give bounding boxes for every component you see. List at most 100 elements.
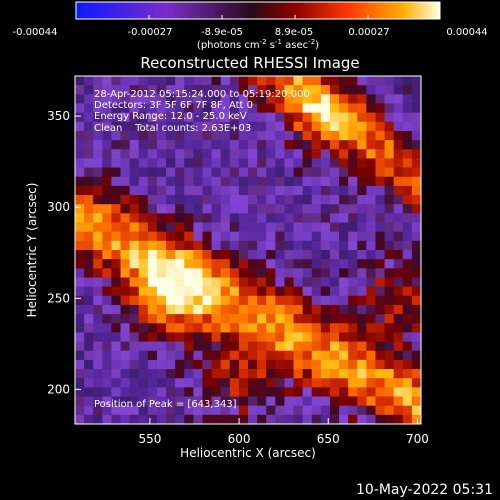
heatmap-cell bbox=[384, 149, 395, 160]
heatmap-cell bbox=[75, 277, 85, 288]
heatmap-cell bbox=[266, 121, 276, 132]
heatmap-cell bbox=[257, 231, 267, 242]
heatmap-cell bbox=[220, 332, 231, 343]
heatmap-cell bbox=[311, 167, 322, 178]
heatmap-cell bbox=[302, 121, 313, 132]
heatmap-cell bbox=[339, 213, 349, 224]
heatmap-cell bbox=[211, 396, 222, 407]
heatmap-cell bbox=[138, 240, 149, 251]
heatmap-cell bbox=[102, 268, 113, 279]
heatmap-cell bbox=[138, 405, 149, 416]
heatmap-cell bbox=[84, 85, 94, 95]
heatmap-cell bbox=[266, 405, 276, 416]
heatmap-cell bbox=[156, 103, 167, 114]
heatmap-cell bbox=[193, 240, 204, 251]
heatmap-cell bbox=[284, 204, 295, 214]
heatmap-cell bbox=[229, 185, 240, 196]
heatmap-cell bbox=[384, 314, 395, 324]
heatmap-cell bbox=[175, 240, 185, 251]
heatmap-cell bbox=[156, 158, 167, 169]
heatmap-cell bbox=[311, 176, 322, 187]
heatmap-cell bbox=[320, 85, 331, 95]
heatmap-cell bbox=[284, 405, 295, 416]
heatmap-cell bbox=[366, 176, 377, 187]
heatmap-cell bbox=[193, 176, 204, 187]
heatmap-cell bbox=[393, 277, 404, 288]
heatmap-cell bbox=[266, 103, 276, 114]
heatmap-cell bbox=[284, 167, 295, 178]
heatmap-cell bbox=[339, 250, 349, 260]
heatmap-cell bbox=[202, 130, 213, 141]
heatmap-cell bbox=[111, 213, 122, 224]
heatmap-cell bbox=[138, 76, 149, 86]
heatmap-cell bbox=[166, 378, 176, 388]
heatmap-cell bbox=[156, 195, 167, 205]
heatmap-cell bbox=[302, 259, 313, 269]
heatmap-cell bbox=[138, 268, 149, 279]
heatmap-cell bbox=[120, 158, 131, 169]
heatmap-cell bbox=[357, 204, 367, 214]
heatmap-cell bbox=[166, 414, 176, 424]
heatmap-cell bbox=[111, 405, 122, 416]
heatmap-cell bbox=[93, 195, 103, 205]
heatmap-cell bbox=[275, 323, 286, 334]
heatmap-cell bbox=[366, 250, 377, 260]
heatmap-cell bbox=[402, 350, 413, 361]
heatmap-cell bbox=[193, 295, 204, 306]
heatmap-cell bbox=[302, 158, 313, 169]
heatmap-cell bbox=[402, 323, 413, 334]
heatmap-cell bbox=[257, 85, 267, 95]
heatmap-cell bbox=[75, 369, 85, 379]
heatmap-cell bbox=[384, 396, 395, 407]
heatmap-cell bbox=[293, 94, 304, 105]
heatmap-cell bbox=[175, 259, 185, 269]
heatmap-cell bbox=[93, 304, 103, 315]
heatmap-cell bbox=[320, 369, 331, 379]
heatmap-cell bbox=[229, 195, 240, 205]
heatmap-cell bbox=[84, 140, 94, 150]
heatmap-cell bbox=[266, 76, 276, 86]
heatmap-cell bbox=[357, 130, 367, 141]
heatmap-cell bbox=[284, 378, 295, 388]
heatmap-cell bbox=[156, 222, 167, 233]
heatmap-cell bbox=[211, 130, 222, 141]
heatmap-cell bbox=[248, 378, 258, 388]
heatmap-cell bbox=[111, 85, 122, 95]
heatmap-cell bbox=[111, 94, 122, 105]
heatmap-cell bbox=[193, 314, 204, 324]
heatmap-cell bbox=[166, 350, 176, 361]
heatmap-cell bbox=[366, 149, 377, 160]
heatmap-cell bbox=[411, 359, 421, 370]
x-tick-label: 600 bbox=[228, 432, 251, 446]
heatmap-cell bbox=[129, 405, 140, 416]
heatmap-cell bbox=[220, 250, 231, 260]
heatmap-cell bbox=[211, 369, 222, 379]
heatmap-cell bbox=[75, 286, 85, 297]
heatmap-cell bbox=[375, 277, 386, 288]
heatmap-cell bbox=[366, 314, 377, 324]
heatmap-cell bbox=[193, 332, 204, 343]
heatmap-cell bbox=[211, 112, 222, 123]
heatmap-cell bbox=[257, 140, 267, 150]
heatmap-cell bbox=[84, 240, 94, 251]
heatmap-cell bbox=[102, 323, 113, 334]
heatmap-cell bbox=[393, 359, 404, 370]
heatmap-cell bbox=[202, 103, 213, 114]
heatmap-cell bbox=[366, 240, 377, 251]
heatmap-cell bbox=[357, 240, 367, 251]
heatmap-cell bbox=[93, 332, 103, 343]
heatmap-cell bbox=[184, 259, 194, 269]
heatmap-cell bbox=[220, 185, 231, 196]
heatmap-cell bbox=[84, 369, 94, 379]
heatmap-cell bbox=[248, 204, 258, 214]
heatmap-cell bbox=[357, 414, 367, 424]
heatmap-cell bbox=[302, 286, 313, 297]
heatmap-cell bbox=[384, 332, 395, 343]
heatmap-cell bbox=[248, 304, 258, 315]
heatmap-cell bbox=[138, 332, 149, 343]
heatmap-cell bbox=[147, 304, 158, 315]
heatmap-cell bbox=[311, 240, 322, 251]
heatmap-cell bbox=[284, 323, 295, 334]
heatmap-cell bbox=[348, 112, 358, 123]
x-axis-label: Heliocentric X (arcsec) bbox=[180, 446, 316, 460]
